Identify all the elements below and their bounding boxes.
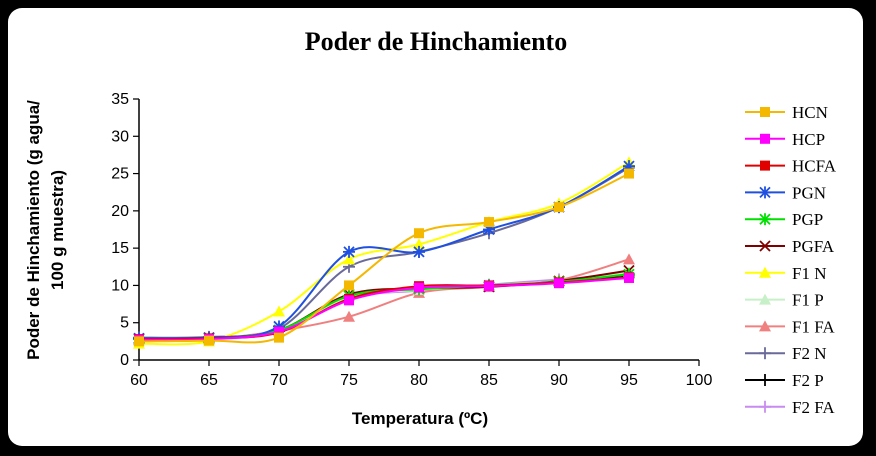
legend-label: PGFA bbox=[792, 237, 835, 256]
series-hcn bbox=[134, 168, 634, 347]
series-line-pgn bbox=[138, 165, 630, 340]
data-point-f1-n bbox=[343, 253, 355, 265]
series-pgn bbox=[133, 160, 635, 345]
legend-item-pgfa: PGFA bbox=[745, 237, 835, 256]
x-tick-label: 65 bbox=[200, 372, 218, 389]
y-axis-label-line-1: Poder de Hinchamiento (g agua/ bbox=[24, 100, 43, 360]
x-tick-label: 70 bbox=[270, 372, 288, 389]
x-tick-label: 85 bbox=[480, 372, 498, 389]
data-point-hcn bbox=[554, 202, 564, 213]
y-axis-label: Poder de Hinchamiento (g agua/ 100 g mue… bbox=[24, 100, 67, 360]
legend-label: F1 N bbox=[792, 264, 826, 283]
y-tick-label: 35 bbox=[111, 91, 129, 108]
data-point-hcp bbox=[414, 282, 424, 293]
y-tick-label: 20 bbox=[111, 203, 129, 220]
legend-item-hcfa: HCFA bbox=[745, 157, 837, 176]
y-tick-label: 10 bbox=[111, 277, 129, 294]
legend-item-pgp: PGP bbox=[745, 210, 823, 229]
series-f2-n bbox=[133, 161, 635, 344]
chart-frame: Poder de Hinchamiento Poder de Hinchamie… bbox=[8, 8, 863, 446]
y-tick-label: 15 bbox=[111, 240, 129, 257]
data-point-hcp bbox=[624, 272, 634, 283]
x-tick-label: 90 bbox=[550, 372, 568, 389]
data-point-f1-n bbox=[273, 305, 285, 317]
chart-title: Poder de Hinchamiento bbox=[305, 27, 567, 56]
data-point-hcp bbox=[554, 278, 564, 289]
legend-label: HCN bbox=[792, 103, 828, 122]
legend-marker bbox=[759, 400, 771, 413]
plot-area bbox=[133, 156, 635, 349]
legend-marker bbox=[759, 213, 771, 226]
legend-marker bbox=[759, 374, 771, 386]
legend-item-hcp: HCP bbox=[745, 130, 825, 149]
legend-item-pgn: PGN bbox=[745, 183, 826, 202]
legend-label: PGN bbox=[792, 183, 826, 202]
legend-marker bbox=[759, 266, 771, 278]
series-f1-n bbox=[133, 156, 635, 349]
data-point-hcn bbox=[484, 217, 494, 228]
legend-label: F2 P bbox=[792, 371, 824, 390]
data-point-f1-fa bbox=[343, 310, 355, 322]
legend-marker bbox=[760, 133, 770, 144]
legend-label: HCFA bbox=[792, 157, 837, 176]
y-tick-label: 0 bbox=[120, 352, 129, 369]
data-point-hcp bbox=[274, 326, 284, 337]
data-point-hcn bbox=[274, 332, 284, 343]
legend-marker bbox=[759, 293, 771, 305]
axes: 0 5 10 15 20 25 30 35 60 65 70 75 80 85 90 95 100 bbox=[111, 91, 712, 389]
legend-item-f1-fa: F1 FA bbox=[745, 317, 835, 336]
x-tick-label: 80 bbox=[410, 372, 428, 389]
x-tick-label: 75 bbox=[340, 372, 358, 389]
data-point-hcn bbox=[414, 228, 424, 239]
legend-marker bbox=[760, 160, 770, 171]
legend-item-f2-n: F2 N bbox=[745, 344, 826, 363]
y-tick-label: 30 bbox=[111, 128, 129, 145]
data-point-hcn bbox=[624, 168, 634, 179]
series-line-f2-n bbox=[138, 166, 630, 339]
legend-marker bbox=[759, 186, 771, 199]
legend-label: F2 N bbox=[792, 344, 826, 363]
legend-label: HCP bbox=[792, 130, 825, 149]
legend-marker bbox=[759, 347, 771, 360]
legend: HCN HCP HCFA PGN PGP PGFA F1 N F1 P F1 FA F2 N F2 … bbox=[745, 103, 837, 417]
legend-marker bbox=[759, 240, 771, 252]
data-point-hcn bbox=[134, 336, 144, 347]
legend-marker bbox=[760, 107, 770, 117]
data-point-f1-n bbox=[413, 238, 425, 250]
data-point-hcn bbox=[204, 335, 214, 346]
chart-svg: Poder de Hinchamiento Poder de Hinchamie… bbox=[24, 27, 837, 428]
x-axis-label: Temperatura (ºC) bbox=[352, 409, 488, 428]
data-point-pgn bbox=[413, 245, 425, 258]
y-tick-label: 25 bbox=[111, 166, 129, 183]
data-point-f1-fa bbox=[623, 253, 635, 265]
legend-label: PGP bbox=[792, 210, 823, 229]
legend-item-hcn: HCN bbox=[745, 103, 828, 122]
legend-label: F2 FA bbox=[792, 398, 835, 417]
y-tick-label: 5 bbox=[120, 315, 129, 332]
series-line-hcp bbox=[138, 277, 630, 341]
legend-label: F1 P bbox=[792, 291, 824, 310]
x-tick-label: 100 bbox=[686, 372, 713, 389]
series-line-f1-n bbox=[138, 161, 630, 346]
data-point-hcn bbox=[344, 280, 354, 291]
legend-item-f2-p: F2 P bbox=[745, 371, 824, 390]
legend-item-f2-fa: F2 FA bbox=[745, 398, 835, 417]
y-axis-label-line-2: 100 g muestra) bbox=[48, 170, 67, 290]
data-point-hcp bbox=[344, 295, 354, 306]
series-line-f1-fa bbox=[138, 258, 630, 341]
data-point-hcp bbox=[484, 281, 494, 292]
legend-item-f1-p: F1 P bbox=[745, 291, 824, 310]
legend-label: F1 FA bbox=[792, 317, 835, 336]
legend-item-f1-n: F1 N bbox=[745, 264, 826, 283]
x-tick-label: 60 bbox=[130, 372, 148, 389]
data-point-pgn bbox=[343, 245, 355, 258]
legend-marker bbox=[759, 320, 771, 332]
series-line-hcn bbox=[138, 172, 630, 344]
x-tick-label: 95 bbox=[620, 372, 638, 389]
